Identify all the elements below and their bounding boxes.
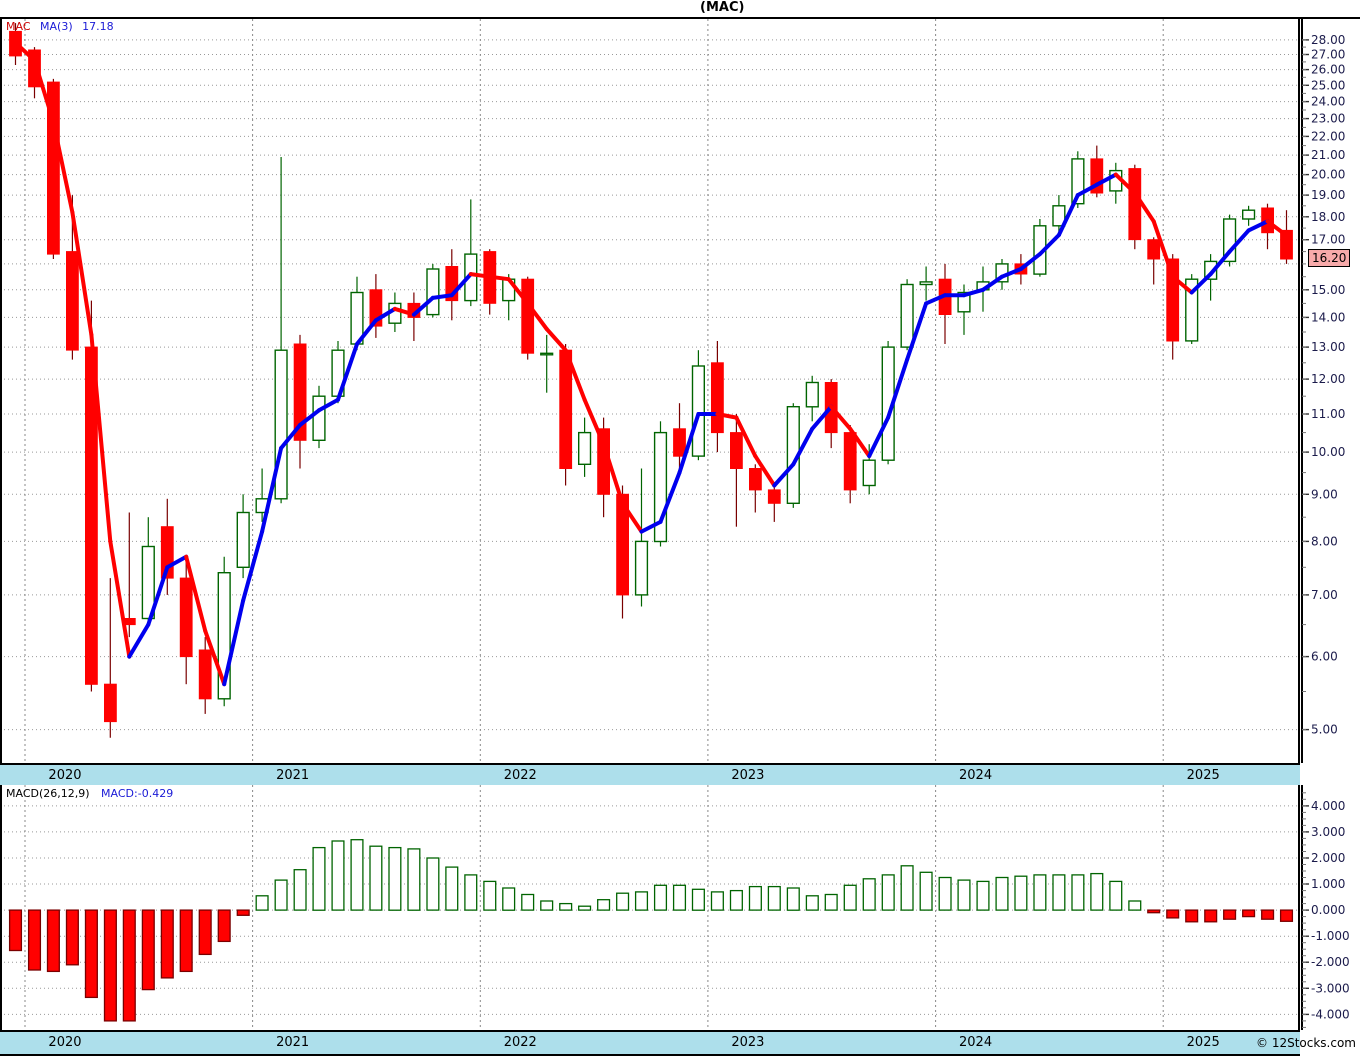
- x-axis-year-label: 2020: [48, 1035, 82, 1050]
- svg-text:-2.000: -2.000: [1311, 955, 1350, 969]
- macd-chart-plot: [0, 785, 1300, 1030]
- svg-text:12.00: 12.00: [1311, 372, 1345, 386]
- svg-text:22.00: 22.00: [1311, 129, 1345, 143]
- page-title: (MAC): [700, 0, 745, 15]
- current-price-marker: 16.20: [1308, 248, 1351, 267]
- x-axis-year-label: 2023: [731, 1035, 765, 1050]
- svg-text:14.00: 14.00: [1311, 310, 1345, 324]
- copyright-notice: © 12Stocks.com: [1256, 1036, 1356, 1050]
- svg-text:-1.000: -1.000: [1311, 929, 1350, 943]
- svg-text:-4.000: -4.000: [1311, 1007, 1350, 1021]
- svg-text:8.00: 8.00: [1311, 534, 1338, 548]
- svg-text:13.00: 13.00: [1311, 340, 1345, 354]
- svg-text:23.00: 23.00: [1311, 112, 1345, 126]
- legend-ma-label: MA(3): [40, 20, 73, 33]
- svg-text:1.000: 1.000: [1311, 877, 1345, 891]
- legend-ma-value: 17.18: [82, 20, 114, 33]
- x-axis-lower: 2020 2021 2022 2023 2024 2025: [0, 1030, 1300, 1056]
- x-axis-year-label: 2024: [959, 1035, 993, 1050]
- svg-text:18.00: 18.00: [1311, 210, 1345, 224]
- svg-text:28.00: 28.00: [1311, 33, 1345, 47]
- svg-text:6.00: 6.00: [1311, 650, 1338, 664]
- svg-text:17.00: 17.00: [1311, 233, 1345, 247]
- macd-legend: MACD(26,12,9) MACD:-0.429: [6, 787, 173, 800]
- svg-text:4.000: 4.000: [1311, 799, 1345, 813]
- macd-label: MACD(26,12,9): [6, 787, 90, 800]
- legend-symbol: MAC: [6, 20, 31, 33]
- price-chart-plot: [0, 19, 1300, 763]
- svg-text:25.00: 25.00: [1311, 78, 1345, 92]
- svg-text:7.00: 7.00: [1311, 588, 1338, 602]
- svg-text:24.00: 24.00: [1311, 95, 1345, 109]
- svg-text:-3.000: -3.000: [1311, 981, 1350, 995]
- svg-text:5.00: 5.00: [1311, 723, 1338, 737]
- x-axis-year-label: 2025: [1186, 768, 1220, 783]
- price-legend: MAC MA(3) 17.18: [6, 20, 114, 33]
- svg-text:15.00: 15.00: [1311, 283, 1345, 297]
- svg-text:11.00: 11.00: [1311, 407, 1345, 421]
- title-bar: (MAC): [0, 0, 1360, 19]
- svg-text:9.00: 9.00: [1311, 487, 1338, 501]
- x-axis-year-label: 2022: [503, 768, 537, 783]
- macd-value: MACD:-0.429: [101, 787, 174, 800]
- svg-text:10.00: 10.00: [1311, 445, 1345, 459]
- svg-text:26.00: 26.00: [1311, 63, 1345, 77]
- title-divider: [0, 17, 1360, 19]
- svg-text:2.000: 2.000: [1311, 851, 1345, 865]
- x-axis-year-label: 2021: [276, 768, 310, 783]
- svg-text:0.000: 0.000: [1311, 903, 1345, 917]
- x-axis-year-label: 2025: [1186, 1035, 1220, 1050]
- svg-text:19.00: 19.00: [1311, 188, 1345, 202]
- x-axis-year-label: 2021: [276, 1035, 310, 1050]
- x-axis-year-label: 2020: [48, 768, 82, 783]
- svg-text:27.00: 27.00: [1311, 48, 1345, 62]
- x-axis-year-label: 2024: [959, 768, 993, 783]
- macd-y-axis: 4.000 3.000 2.000 1.000 0.000 -1.000 -2.000 -3.…: [1300, 785, 1360, 1030]
- svg-text:3.000: 3.000: [1311, 825, 1345, 839]
- svg-text:20.00: 20.00: [1311, 168, 1345, 182]
- x-axis-year-label: 2023: [731, 768, 765, 783]
- svg-text:21.00: 21.00: [1311, 148, 1345, 162]
- x-axis-year-label: 2022: [503, 1035, 537, 1050]
